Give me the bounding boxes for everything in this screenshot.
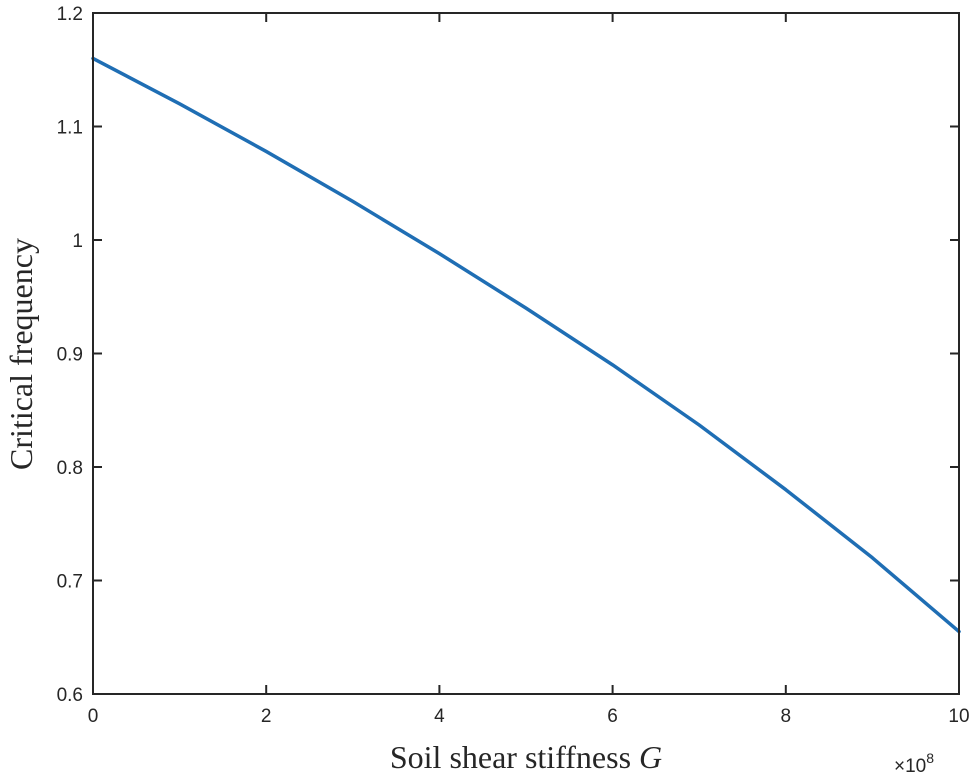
x-tick-labels: 0 2 4 6 8 10 (88, 706, 970, 727)
x-tick-label: 6 (607, 706, 618, 727)
y-tick-label: 0.7 (57, 572, 83, 593)
plot-frame (92, 12, 960, 695)
x-tick-label: 8 (781, 706, 792, 727)
y-tick-label: 0.6 (57, 685, 83, 706)
y-tick-labels: 0.6 0.7 0.8 0.9 1 1.1 1.2 (57, 4, 83, 706)
plot-area (93, 13, 959, 694)
y-tick-label: 1.1 (57, 118, 83, 139)
y-axis-title: Critical frequency (3, 238, 39, 470)
y-tick-label: 0.9 (57, 345, 83, 366)
y-tick-label: 1.2 (57, 4, 83, 25)
x-tick-label: 4 (434, 706, 445, 727)
x-axis-exponent-base: ×10 (894, 756, 926, 777)
x-tick-label: 2 (261, 706, 272, 727)
series-line (91, 56, 961, 634)
series-layer (91, 56, 961, 634)
x-axis-exponent: ×108 (894, 750, 934, 777)
x-axis-title-text: Soil shear stiffness (390, 739, 631, 775)
x-axis-exponent-power: 8 (926, 750, 934, 766)
x-axis-title: Soil shear stiffness G (390, 739, 662, 775)
x-tick-label: 10 (948, 706, 969, 727)
x-axis-variable: G (639, 739, 662, 775)
y-tick-label: 1 (72, 231, 83, 252)
x-tick-label: 0 (88, 706, 99, 727)
y-tick-label: 0.8 (57, 458, 83, 479)
